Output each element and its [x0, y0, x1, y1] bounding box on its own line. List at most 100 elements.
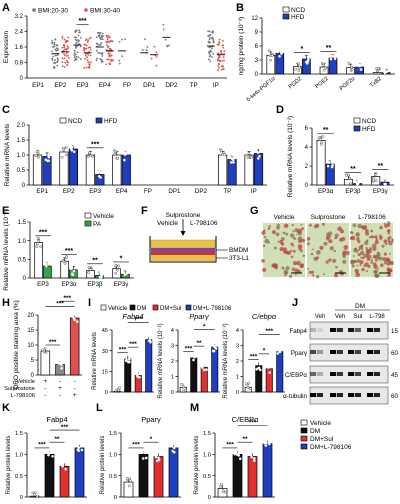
bar — [211, 346, 219, 393]
medium-layer — [150, 239, 216, 249]
data-point — [54, 59, 56, 61]
data-point — [80, 448, 84, 452]
data-point — [350, 66, 354, 69]
significance-stars: *** — [56, 300, 64, 307]
lipid-droplet — [296, 260, 301, 266]
data-point — [95, 49, 98, 52]
chart-title: C/ebpα — [252, 312, 277, 321]
blot-band — [317, 372, 323, 376]
blot-band — [374, 328, 380, 332]
legend-swatch — [300, 443, 308, 450]
bar — [262, 443, 273, 498]
y-tick-label: 0.5 — [203, 474, 211, 480]
lipid-droplet — [275, 232, 280, 237]
data-point — [384, 67, 387, 70]
data-point — [87, 271, 90, 274]
data-point — [84, 54, 87, 57]
data-point — [381, 178, 385, 181]
lipid-droplet — [262, 267, 267, 272]
bar — [232, 453, 243, 498]
lipid-droplet — [292, 230, 295, 233]
mw-label: 15 — [391, 328, 398, 335]
lipid-droplet — [295, 233, 298, 236]
lipid-droplet — [355, 268, 358, 271]
y-tick-label: 30 — [102, 349, 108, 355]
data-point — [107, 58, 110, 61]
data-point — [125, 150, 129, 154]
significance-stars: ** — [92, 257, 98, 264]
lipid-droplet — [291, 223, 294, 227]
data-point — [74, 58, 77, 61]
legend-swatch — [84, 220, 92, 227]
condition-sign: - — [59, 392, 61, 399]
data-point — [124, 38, 126, 41]
data-point — [109, 52, 111, 55]
data-point — [209, 49, 212, 52]
data-point — [222, 46, 225, 49]
y-axis-label: Relative protein levels — [194, 436, 200, 495]
data-point — [141, 457, 145, 460]
lipid-droplet — [300, 223, 303, 226]
data-point — [249, 450, 253, 454]
lipid-droplet — [290, 255, 294, 259]
data-point — [75, 45, 78, 48]
lipid-droplet — [276, 223, 280, 227]
y-tick-label: 1 — [171, 375, 174, 381]
legend-label: HFD — [362, 126, 376, 133]
lane-label: Veh — [315, 314, 325, 320]
y-tick-label: 0 — [208, 495, 211, 501]
data-point — [86, 59, 89, 62]
data-point — [162, 28, 165, 31]
y-tick-label: 0 — [20, 76, 24, 82]
data-point — [47, 260, 50, 264]
blot-band — [367, 328, 374, 332]
blot-band — [348, 372, 355, 376]
data-point — [211, 55, 213, 58]
data-point — [318, 138, 322, 141]
data-point — [99, 176, 102, 179]
lipid-droplet — [333, 250, 336, 253]
data-point — [202, 364, 206, 367]
data-point — [127, 358, 131, 361]
blot-band — [310, 350, 316, 354]
data-point — [238, 457, 242, 461]
data-point — [74, 144, 78, 147]
y-tick-label: 2 — [236, 359, 239, 365]
lipid-droplet — [337, 226, 342, 232]
blot-band — [310, 328, 317, 332]
data-point — [60, 155, 64, 159]
data-point — [61, 35, 64, 38]
data-point — [109, 39, 112, 42]
data-point — [144, 38, 146, 41]
lipid-droplet — [387, 232, 391, 235]
data-point — [371, 176, 375, 180]
data-point — [217, 58, 220, 61]
data-point — [52, 55, 54, 58]
lipid-droplet — [365, 231, 370, 236]
data-point — [86, 56, 88, 58]
lipid-droplet — [357, 223, 363, 229]
data-point — [223, 50, 226, 53]
data-point — [219, 149, 223, 153]
panel-label: H — [2, 297, 10, 309]
y-tick-label: 0 — [236, 390, 239, 396]
y-tick-label: 0 — [31, 373, 35, 379]
data-point — [105, 40, 108, 43]
significance-stars: ** — [54, 436, 60, 443]
lane-label: L-798 — [369, 314, 385, 320]
data-point — [35, 245, 39, 248]
chart-title: Pparγ — [189, 312, 210, 321]
legend-label: PA — [93, 221, 102, 228]
legend-swatch — [129, 304, 136, 311]
y-tick-label: 0.5 — [109, 474, 117, 480]
data-point — [247, 152, 251, 155]
data-point — [108, 48, 111, 50]
data-point — [150, 57, 153, 60]
x-tick-label: EP3α — [61, 281, 77, 288]
data-point — [278, 54, 281, 58]
y-axis-label: ORO positive staining area (%) — [13, 300, 20, 390]
data-point — [155, 51, 158, 54]
data-point — [110, 58, 113, 61]
data-point — [78, 29, 81, 32]
